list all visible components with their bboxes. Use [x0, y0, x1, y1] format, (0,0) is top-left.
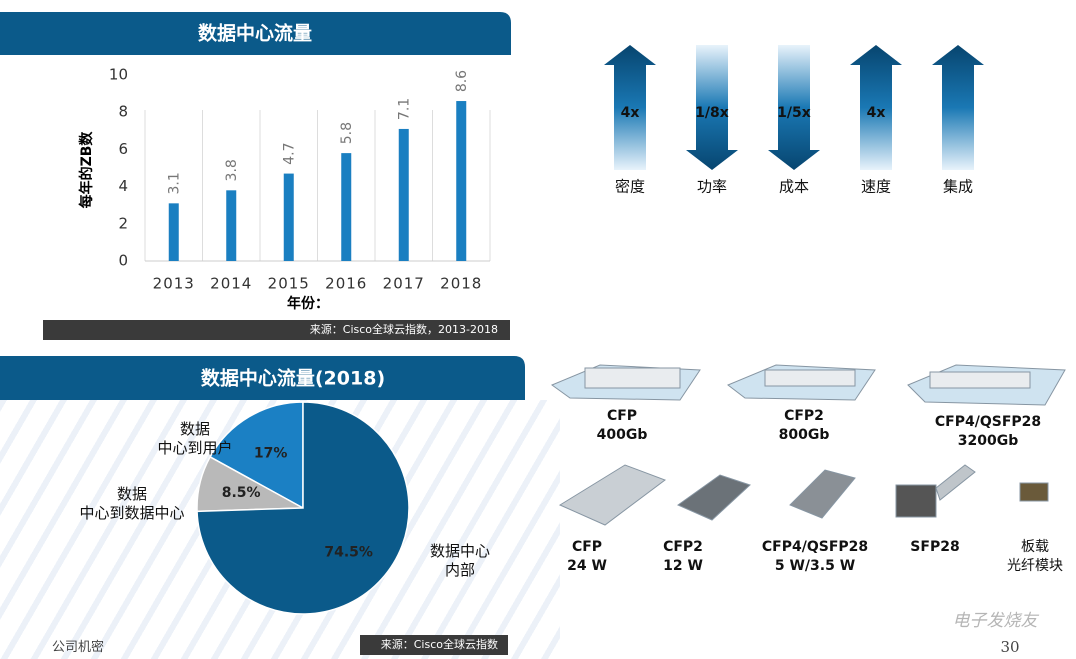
value-label: 3.8 — [224, 159, 240, 181]
chart-title: 数据中心流量 — [198, 22, 312, 45]
source-bar — [43, 320, 510, 340]
value-label: 7.1 — [397, 98, 413, 120]
value-label: 5.8 — [339, 122, 355, 144]
value-label: 8.5% — [222, 485, 261, 501]
y-tick-label: 8 — [118, 103, 128, 121]
value-label: 17% — [254, 445, 288, 461]
category-label: 数据 中心到数据中心 — [79, 485, 185, 522]
module-label: CFP4/QSFP28 3200Gb — [934, 414, 1042, 449]
arrow-value: 1/8x — [695, 105, 729, 121]
arrow-value: 4x — [867, 105, 886, 121]
bar — [398, 128, 409, 261]
trend-arrow — [604, 45, 656, 170]
bar — [283, 173, 294, 261]
module-label: CFP 400Gb — [596, 408, 648, 443]
confidential: 公司机密 — [51, 640, 104, 655]
x-tick-label: 2016 — [325, 275, 367, 293]
arrow-label: 密度 — [615, 178, 645, 196]
pie-slice — [209, 401, 304, 510]
y-tick-label: 2 — [118, 214, 128, 232]
module-label: CFP4/QSFP28 5 W/3.5 W — [761, 539, 869, 574]
source: 来源：Cisco全球云指数，2013-2018 — [310, 322, 498, 336]
x-tick-label: 2014 — [210, 275, 252, 293]
pie-slice — [196, 401, 410, 615]
x-tick-label: 2013 — [153, 275, 195, 293]
category-label: 数据中心 内部 — [429, 542, 490, 579]
x-tick-label: 2015 — [268, 275, 310, 293]
module-label: SFP28 — [910, 539, 960, 555]
source: 来源：Cisco全球云指数 — [381, 637, 498, 651]
module-label: 板载 光纤模块 — [1007, 539, 1063, 574]
category-label: 数据 中心到用户 — [157, 420, 233, 457]
module-label: CFP 24 W — [567, 539, 607, 574]
module-label: CFP2 800Gb — [778, 408, 830, 443]
trend-arrow — [768, 45, 820, 170]
arrow-label: 速度 — [861, 178, 891, 196]
bar — [456, 101, 467, 261]
y-tick-label: 10 — [109, 66, 128, 84]
title-banner — [0, 12, 511, 55]
arrow-label: 集成 — [943, 178, 973, 196]
bar — [168, 203, 179, 261]
value-label: 3.1 — [167, 172, 183, 194]
bar — [226, 190, 237, 261]
y-axis-label: 每年的ZB数 — [78, 131, 95, 209]
y-tick-label: 6 — [118, 140, 128, 158]
value-label: 8.6 — [454, 70, 470, 92]
source-bar — [360, 635, 508, 655]
y-tick-label: 0 — [118, 252, 128, 270]
page-number: 30 — [1000, 638, 1020, 656]
bar — [341, 153, 352, 261]
arrow-label: 成本 — [779, 178, 809, 196]
x-tick-label: 2018 — [440, 275, 482, 293]
arrow-value: 1/5x — [777, 105, 811, 121]
trend-arrow — [686, 45, 738, 170]
x-tick-label: 2017 — [383, 275, 425, 293]
trend-arrow — [932, 45, 984, 170]
trend-arrow — [850, 45, 902, 170]
arrow-label: 功率 — [697, 178, 727, 196]
value-label: 4.7 — [282, 142, 298, 164]
watermark: 电子发烧友 — [952, 611, 1038, 631]
title-banner — [0, 356, 525, 400]
value-label: 74.5% — [324, 544, 373, 560]
module-label: CFP2 12 W — [663, 539, 703, 574]
module-images — [550, 364, 1066, 526]
x-axis-label: 年份： — [287, 295, 329, 312]
chart-title: 数据中心流量(2018) — [201, 367, 385, 390]
arrow-value: 4x — [621, 105, 640, 121]
y-tick-label: 4 — [118, 177, 128, 195]
